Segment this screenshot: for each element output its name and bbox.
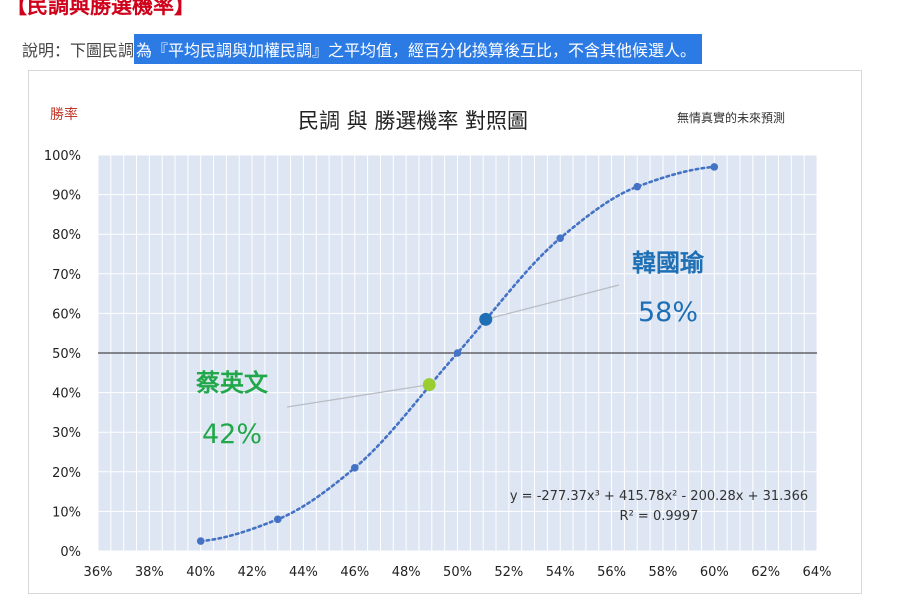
han-connector	[485, 284, 620, 320]
trend-r-squared: R² = 0.9997	[620, 509, 699, 524]
y-tick-label: 10%	[52, 505, 81, 520]
y-tick-label: 0%	[60, 545, 81, 560]
highlight-points	[422, 312, 493, 392]
page-heading: 【民調與勝選機率】	[6, 0, 195, 18]
data-points	[196, 163, 719, 545]
y-axis-label: 勝率	[50, 106, 78, 123]
tsai-label: 蔡英文	[196, 369, 269, 397]
caption-highlight: 為『平均民調與加權民調』之平均值，經百分化換算後互比，不含其他候選人。	[134, 34, 703, 64]
data-point	[710, 163, 719, 171]
caption-prefix: 說明：下圖民調	[22, 41, 135, 60]
x-tick-label: 36%	[84, 565, 113, 580]
y-tick-label: 60%	[52, 307, 81, 322]
y-tick-label: 70%	[52, 268, 81, 283]
chart-frame: 0% 10% 20% 30% 40% 50% 60% 70% 80% 90% 100% 36% 38%…	[28, 70, 862, 594]
tsai-value: 42%	[202, 419, 262, 450]
x-tick-label: 44%	[289, 565, 318, 580]
y-tick-label: 80%	[52, 228, 81, 243]
x-tick-label: 60%	[700, 565, 729, 580]
y-tick-label: 100%	[44, 149, 81, 164]
callout-connectors	[286, 284, 620, 408]
han-value: 58%	[638, 297, 698, 328]
x-tick-label: 64%	[803, 565, 832, 580]
x-tick-label: 48%	[392, 565, 421, 580]
tsai-connector	[286, 384, 430, 408]
chart-caption: 說明：下圖民調 為『平均民調與加權民調』之平均值，經百分化換算後互比，不含其他候選…	[22, 34, 703, 64]
y-tick-label: 20%	[52, 466, 81, 481]
data-point	[633, 182, 642, 191]
data-point	[273, 515, 282, 524]
y-tick-label: 40%	[52, 387, 81, 402]
x-tick-label: 42%	[238, 565, 267, 580]
y-tick-label: 50%	[52, 347, 81, 362]
y-tick-labels: 0% 10% 20% 30% 40% 50% 60% 70% 80% 90% 100%	[44, 149, 81, 560]
x-tick-label: 40%	[186, 565, 215, 580]
tsai-point	[422, 378, 436, 392]
han-point	[479, 312, 493, 326]
x-tick-labels: 36% 38% 40% 42% 44% 46% 48% 50% 52% 54% 56% 58% 60% 6…	[84, 565, 832, 580]
data-point	[350, 464, 359, 472]
x-tick-label: 46%	[340, 565, 369, 580]
trend-equation: y = -277.37x³ + 415.78x² - 200.28x + 31.…	[510, 489, 808, 504]
x-tick-label: 56%	[597, 565, 626, 580]
probability-chart: 0% 10% 20% 30% 40% 50% 60% 70% 80% 90% 100% 36% 38%…	[44, 106, 832, 580]
chart-title: 民調 與 勝選機率 對照圖	[298, 109, 528, 133]
x-tick-label: 54%	[546, 565, 575, 580]
x-tick-label: 52%	[494, 565, 523, 580]
y-tick-label: 30%	[52, 426, 81, 441]
y-tick-label: 90%	[52, 189, 81, 204]
data-point	[453, 349, 462, 357]
x-tick-label: 50%	[443, 565, 472, 580]
x-tick-label: 58%	[648, 565, 677, 580]
data-point	[196, 537, 205, 545]
data-point	[556, 234, 565, 242]
chart-subtitle: 無情真實的未來預測	[677, 110, 785, 125]
han-label: 韓國瑜	[632, 249, 705, 277]
x-tick-label: 38%	[135, 565, 164, 580]
x-tick-label: 62%	[751, 565, 780, 580]
